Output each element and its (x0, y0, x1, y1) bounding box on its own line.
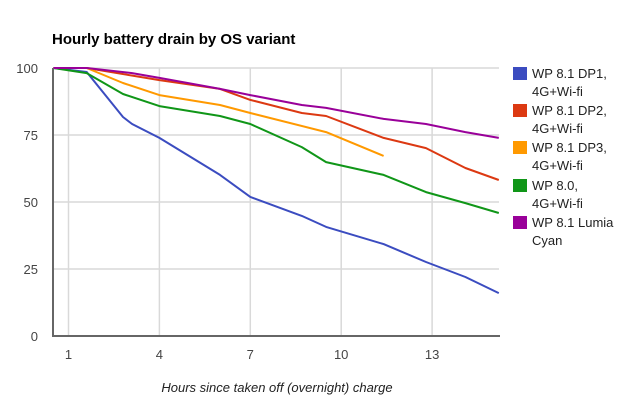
axes (52, 68, 500, 337)
series-line-4 (53, 67, 500, 214)
x-tick-label: 13 (425, 347, 439, 362)
legend-label: 4G+Wi-fi (532, 121, 583, 136)
legend-item: WP 8.1 DP1, 4G+Wi-fi (513, 66, 607, 99)
series-line-5 (53, 67, 499, 139)
y-tick-label: 50 (24, 195, 38, 210)
legend-swatch (513, 141, 527, 154)
legend-item: WP 8.1 DP2, 4G+Wi-fi (513, 103, 607, 136)
legend-label: Cyan (532, 233, 562, 248)
y-tick-label: 75 (24, 128, 38, 143)
legend-label: 4G+Wi-fi (532, 158, 583, 173)
legend-label: WP 8.1 Lumia (532, 215, 614, 230)
legend-label: WP 8.1 DP1, (532, 66, 607, 81)
legend-swatch (513, 67, 527, 80)
legend-label: WP 8.1 DP3, (532, 140, 607, 155)
series-lines (53, 67, 500, 295)
legend-label: 4G+Wi-fi (532, 196, 583, 211)
legend-item: WP 8.1 Lumia Cyan (513, 215, 614, 248)
series-line-1 (53, 67, 500, 295)
legend-swatch (513, 179, 527, 192)
legend-item: WP 8.1 DP3, 4G+Wi-fi (513, 140, 607, 173)
series-line-3 (53, 67, 384, 157)
legend-label: 4G+Wi-fi (532, 84, 583, 99)
legend-label: WP 8.0, (532, 178, 578, 193)
y-tick-label: 0 (31, 329, 38, 344)
x-axis-label: Hours since taken off (overnight) charge (161, 380, 392, 395)
legend-swatch (513, 216, 527, 229)
series-line-2 (53, 67, 500, 181)
x-tick-label: 1 (65, 347, 72, 362)
legend-swatch (513, 104, 527, 117)
y-tick-label: 25 (24, 262, 38, 277)
y-axis-ticks: 0 25 50 75 100 (16, 61, 38, 344)
x-axis-ticks: 1 4 7 10 13 (65, 347, 439, 362)
x-tick-label: 4 (156, 347, 163, 362)
gridlines (53, 67, 499, 336)
y-tick-label: 100 (16, 61, 38, 76)
x-tick-label: 10 (334, 347, 348, 362)
legend-item: WP 8.0, 4G+Wi-fi (513, 178, 583, 211)
chart-title: Hourly battery drain by OS variant (52, 31, 295, 48)
legend-label: WP 8.1 DP2, (532, 103, 607, 118)
x-tick-label: 7 (247, 347, 254, 362)
